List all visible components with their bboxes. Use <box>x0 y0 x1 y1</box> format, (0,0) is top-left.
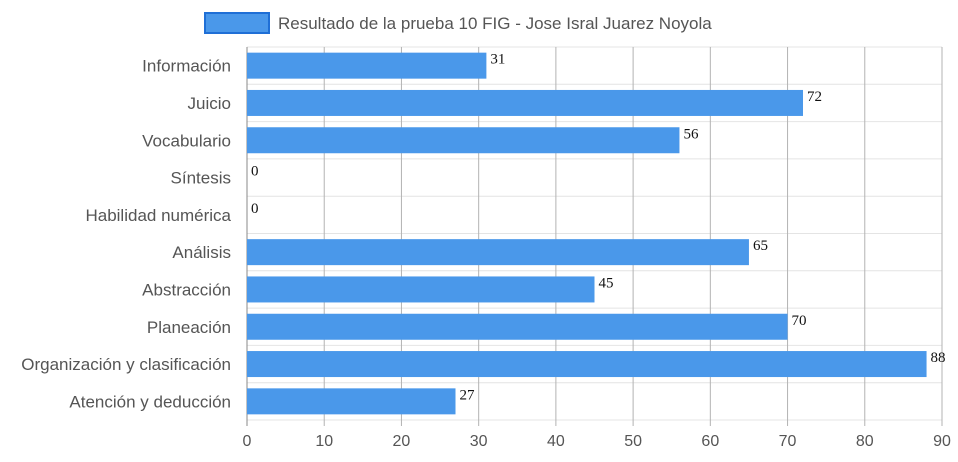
legend-swatch <box>204 12 270 34</box>
bar <box>247 52 487 79</box>
bar <box>247 89 803 116</box>
bar <box>247 313 788 340</box>
x-tick-label: 40 <box>547 433 565 450</box>
x-tick-label: 50 <box>624 433 642 450</box>
bar <box>247 276 595 303</box>
x-tick-label: 30 <box>470 433 488 450</box>
x-tick-label: 10 <box>315 433 333 450</box>
category-label: Planeación <box>147 318 231 337</box>
bar <box>247 239 749 266</box>
x-tick-label: 80 <box>856 433 874 450</box>
data-label: 0 <box>251 164 259 180</box>
category-label: Información <box>142 57 231 76</box>
category-label: Abstracción <box>142 280 231 299</box>
data-label: 27 <box>460 387 476 403</box>
category-label: Atención y deducción <box>69 392 231 411</box>
bar <box>247 351 927 378</box>
data-labels: 31 72 56 0 0 65 45 70 88 27 <box>251 52 946 404</box>
x-axis-ticks: 0 10 20 30 40 50 60 70 80 90 <box>243 433 951 450</box>
x-tick-label: 70 <box>779 433 797 450</box>
data-label: 72 <box>807 89 822 105</box>
category-label: Organización y clasificación <box>21 355 231 374</box>
category-labels: Información Juicio Vocabulario Síntesis Habi… <box>21 57 231 412</box>
category-label: Análisis <box>172 243 231 262</box>
bars <box>247 52 927 415</box>
data-label: 0 <box>251 201 259 217</box>
data-label: 31 <box>490 52 505 68</box>
data-label: 88 <box>931 350 946 366</box>
category-label: Síntesis <box>171 169 231 188</box>
bar <box>247 388 456 415</box>
legend-label: Resultado de la prueba 10 FIG - Jose Isr… <box>278 14 712 33</box>
bar <box>247 127 680 154</box>
x-tick-label: 0 <box>243 433 252 450</box>
legend: Resultado de la prueba 10 FIG - Jose Isr… <box>204 12 712 34</box>
x-tick-label: 20 <box>393 433 411 450</box>
data-label: 45 <box>599 275 614 291</box>
data-label: 70 <box>792 313 807 329</box>
category-label: Habilidad numérica <box>85 206 231 225</box>
data-label: 65 <box>753 238 768 254</box>
category-label: Vocabulario <box>142 131 231 150</box>
category-label: Juicio <box>188 94 231 113</box>
x-tick-label: 60 <box>701 433 719 450</box>
data-label: 56 <box>683 126 699 142</box>
x-tick-label: 90 <box>933 433 951 450</box>
